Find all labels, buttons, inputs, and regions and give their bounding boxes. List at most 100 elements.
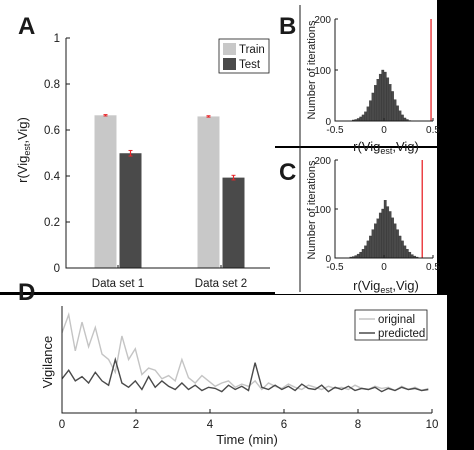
histogram-bar: [376, 218, 380, 259]
panel-label-c: C: [279, 159, 296, 186]
legend-label-predicted: predicted: [378, 328, 425, 340]
bar-chart-correlation: 0 0.2 0.4 0.6 0.8 1 Data set 1 Data set 2 r(Vi…: [15, 33, 270, 290]
legend-label-test: Test: [239, 59, 261, 71]
bar-test-1: [119, 153, 142, 268]
histogram-bar: [393, 223, 397, 259]
y-tick-label: 200: [314, 15, 331, 26]
histogram-bar: [396, 229, 399, 259]
y-tick-label: 1: [54, 33, 60, 45]
histogram-bar: [398, 235, 402, 259]
histogram-bar: [391, 91, 394, 122]
x-tick-label: 0.5: [426, 262, 440, 273]
histogram-bar: [361, 249, 365, 259]
y-axis-label: r(Vigest,Vig): [15, 117, 32, 183]
x-tick-label: Data set 2: [195, 278, 247, 290]
histogram-bar: [405, 249, 409, 259]
histogram-bar: [366, 240, 370, 259]
histogram-bar: [378, 73, 382, 122]
histogram-bar: [400, 114, 404, 122]
x-tick-label: 4: [207, 419, 214, 431]
y-tick-label: 100: [314, 205, 331, 216]
histogram-bar: [356, 253, 360, 259]
histogram-bar: [371, 229, 375, 259]
x-axis-label: Time (min): [216, 432, 278, 447]
x-tick-label: 6: [281, 419, 287, 431]
histogram-bar: [359, 251, 363, 259]
x-tick-label: 8: [355, 419, 361, 431]
legend-swatch-train: [223, 43, 236, 55]
histogram-bar: [400, 240, 404, 259]
y-tick-label: 100: [314, 66, 331, 77]
panel-label-d: D: [18, 279, 35, 306]
histogram-bar: [378, 212, 382, 259]
histogram-bar: [359, 116, 363, 122]
legend-box: [354, 309, 428, 341]
legend: Train Test: [218, 38, 270, 74]
y-axis-label: Vigilance: [40, 336, 55, 389]
histogram-bar: [403, 245, 407, 259]
x-axis-label: r(Vigest,Vig): [353, 278, 419, 295]
histogram-bar: [388, 84, 392, 122]
bar-train-1: [94, 115, 117, 268]
y-tick-label: 0: [54, 263, 60, 275]
x-tick-label: 0: [381, 262, 387, 273]
histogram-bar: [386, 206, 390, 259]
histogram-bar: [374, 85, 377, 122]
y-axis-label: Number of iterations: [306, 160, 318, 260]
histogram-bar: [366, 106, 370, 122]
legend-swatch-test: [223, 58, 236, 70]
legend: original predicted: [354, 309, 428, 341]
panel-label-a: A: [18, 13, 35, 40]
histogram-bar: [376, 79, 380, 122]
histogram-bar: [369, 235, 372, 259]
histogram-bar: [383, 71, 387, 122]
panel-label-b: B: [279, 13, 296, 40]
x-tick-label: -0.5: [326, 125, 344, 136]
y-tick-label: 0.6: [44, 125, 60, 137]
legend-label-train: Train: [239, 44, 265, 56]
histogram-bar: [398, 110, 402, 122]
bar-group: [94, 114, 245, 269]
series-line-predicted: [61, 356, 429, 393]
y-axis-label: Number of iterations: [306, 20, 318, 120]
histogram-bar: [410, 254, 414, 259]
x-axis-label: r(Vigest,Vig): [353, 139, 419, 156]
y-tick-label: 0: [325, 117, 331, 128]
histogram-bar: [396, 105, 399, 122]
histogram-bar: [381, 208, 385, 259]
histogram-bar: [374, 223, 377, 259]
histogram-bar: [386, 77, 390, 122]
histogram-bar: [364, 111, 367, 122]
histogram-bar: [369, 100, 372, 122]
x-tick-labels: Data set 1 Data set 2: [92, 265, 247, 290]
y-tick-label: 200: [314, 156, 331, 167]
histogram-bar: [381, 69, 385, 122]
x-tick-label: 10: [426, 419, 439, 431]
histogram-bar: [393, 99, 397, 122]
histogram-bar: [383, 200, 387, 259]
y-tick-label: 0.2: [44, 217, 60, 229]
bar-test-2: [222, 177, 245, 268]
histogram-bar: [361, 114, 365, 122]
y-tick-label: 0.8: [44, 79, 60, 91]
histogram-bar: [408, 251, 412, 259]
panel-b-background: [275, 0, 437, 146]
legend-label-original: original: [378, 314, 415, 326]
histogram-bars: [351, 69, 412, 122]
histogram-bar: [364, 245, 367, 259]
histogram-bar: [388, 211, 392, 259]
panel-c-background: [275, 148, 437, 294]
y-tick-label: 0: [325, 254, 331, 265]
x-tick-label: 0: [59, 419, 65, 431]
x-tick-label: 2: [133, 419, 139, 431]
x-tick-label: -0.5: [326, 262, 344, 273]
bar-train-2: [197, 116, 220, 269]
x-tick-label: 0: [381, 125, 387, 136]
histogram-bar: [371, 92, 375, 122]
time-series-chart: 0 2 4 6 8 10 Vigilance Time (min) original pr…: [40, 306, 438, 447]
